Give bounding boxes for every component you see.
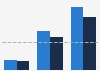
- Bar: [83, 17, 96, 70]
- Bar: [70, 7, 83, 70]
- Bar: [17, 61, 30, 70]
- Bar: [50, 36, 63, 70]
- Bar: [4, 60, 17, 70]
- Bar: [37, 32, 50, 70]
